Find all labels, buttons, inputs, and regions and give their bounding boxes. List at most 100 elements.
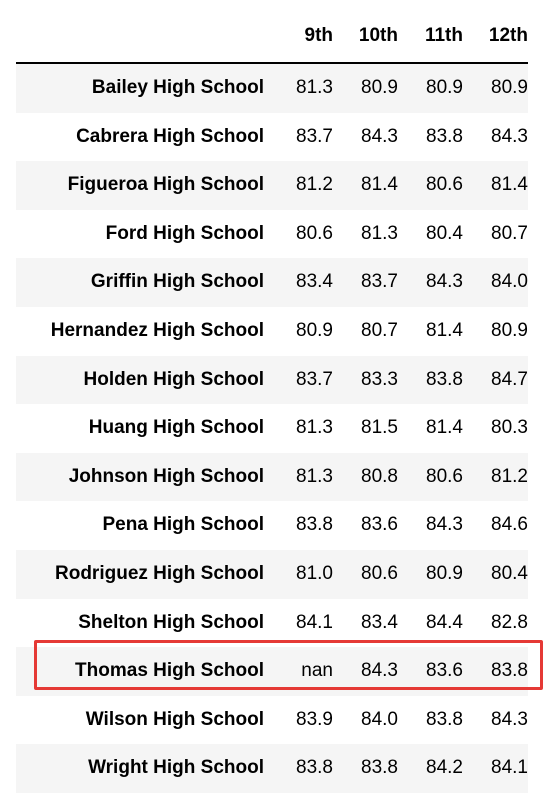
score-cell: 81.0 <box>296 562 333 584</box>
table-row: Wright High School 83.8 83.8 84.2 84.1 <box>16 744 528 793</box>
school-name: Holden High School <box>83 368 265 390</box>
score-cell: 81.4 <box>361 174 398 196</box>
score-cell: 80.9 <box>491 319 528 341</box>
table-row: Wilson High School 83.9 84.0 83.8 84.3 <box>16 695 528 745</box>
school-name: Cabrera High School <box>76 125 264 147</box>
table-header: 9th 10th 11th 12th <box>16 10 528 64</box>
score-cell: 80.6 <box>426 174 463 196</box>
scores-table: 9th 10th 11th 12th Bailey High School 81.… <box>16 10 528 793</box>
score-cell: 80.4 <box>491 562 528 584</box>
score-cell: 83.4 <box>296 271 333 293</box>
score-cell: 80.9 <box>491 77 528 98</box>
score-cell: 84.0 <box>491 271 528 293</box>
score-cell: 83.3 <box>361 368 398 390</box>
table-row: Bailey High School 81.3 80.9 80.9 80.9 <box>16 63 528 113</box>
score-cell: 83.6 <box>361 514 398 536</box>
score-cell: 84.3 <box>361 125 398 147</box>
table-row: Holden High School 83.7 83.3 83.8 84.7 <box>16 355 528 405</box>
table-body: Bailey High School 81.3 80.9 80.9 80.9 Cabrer… <box>16 63 528 793</box>
column-header-11th: 11th <box>398 10 463 64</box>
score-cell: 84.0 <box>361 708 398 730</box>
score-cell: 84.4 <box>426 611 463 633</box>
score-cell: 83.6 <box>426 660 463 682</box>
score-cell: 84.6 <box>491 514 528 536</box>
score-cell: 80.6 <box>361 562 398 584</box>
score-cell: 83.4 <box>361 611 398 633</box>
table-row: Cabrera High School 83.7 84.3 83.8 84.3 <box>16 112 528 162</box>
score-cell: 84.3 <box>426 271 463 293</box>
score-cell: 80.9 <box>361 77 398 98</box>
score-cell: 83.7 <box>296 125 333 147</box>
score-cell: 84.3 <box>361 660 398 682</box>
table-row: Shelton High School 84.1 83.4 84.4 82.8 <box>16 598 528 648</box>
table-row: Thomas High School nan 84.3 83.6 83.8 <box>16 647 528 696</box>
score-cell: 83.7 <box>361 271 398 293</box>
table-row: Ford High School 80.6 81.3 80.4 80.7 <box>16 209 528 259</box>
table-row: Huang High School 81.3 81.5 81.4 80.3 <box>16 404 528 453</box>
score-cell: 82.8 <box>491 611 528 633</box>
school-name: Johnson High School <box>68 465 264 487</box>
score-cell: 83.7 <box>296 368 333 390</box>
school-name: Figueroa High School <box>67 174 264 196</box>
score-cell: 81.3 <box>296 77 333 98</box>
score-cell: 83.8 <box>426 368 463 390</box>
school-name: Thomas High School <box>75 660 264 682</box>
school-name: Bailey High School <box>91 77 264 98</box>
score-cell: 80.8 <box>361 465 398 487</box>
index-header <box>16 10 270 64</box>
table-row: Hernandez High School 80.9 80.7 81.4 80.9 <box>16 306 528 356</box>
score-cell: 80.7 <box>491 222 528 244</box>
school-name: Shelton High School <box>78 611 264 633</box>
score-cell: 80.3 <box>491 417 528 439</box>
column-header-9th: 9th <box>270 10 333 64</box>
score-cell: 81.4 <box>491 174 528 196</box>
score-cell: 80.6 <box>296 222 333 244</box>
score-cell: 80.9 <box>296 319 333 341</box>
score-cell: 83.8 <box>426 125 463 147</box>
column-header-12th: 12th <box>463 10 528 64</box>
school-name: Ford High School <box>105 222 264 244</box>
school-name: Hernandez High School <box>50 319 264 341</box>
score-cell: 81.5 <box>361 417 398 439</box>
score-cell: 80.9 <box>426 562 463 584</box>
table-row: Pena High School 83.8 83.6 84.3 84.6 <box>16 501 528 550</box>
school-name: Wright High School <box>88 757 264 779</box>
score-cell: 83.8 <box>426 708 463 730</box>
header-row: 9th 10th 11th 12th <box>16 10 528 64</box>
school-name: Rodriguez High School <box>55 562 264 584</box>
score-cell: 84.2 <box>426 757 463 779</box>
score-cell: 81.2 <box>491 465 528 487</box>
score-cell: 80.9 <box>426 77 463 98</box>
column-header-10th: 10th <box>333 10 398 64</box>
score-cell: 80.6 <box>426 465 463 487</box>
score-cell: 83.8 <box>296 757 333 779</box>
score-cell: 81.3 <box>361 222 398 244</box>
score-cell: 84.3 <box>491 708 528 730</box>
score-cell: 83.9 <box>296 708 333 730</box>
table-row: Griffin High School 83.4 83.7 84.3 84.0 <box>16 258 528 307</box>
score-cell: 83.8 <box>296 514 333 536</box>
score-cell: nan <box>301 660 333 682</box>
table-row: Figueroa High School 81.2 81.4 80.6 81.4 <box>16 161 528 210</box>
score-cell: 80.7 <box>361 319 398 341</box>
score-cell: 81.2 <box>296 174 333 196</box>
score-cell: 83.8 <box>361 757 398 779</box>
school-name: Griffin High School <box>90 271 264 293</box>
score-cell: 83.8 <box>491 660 528 682</box>
score-cell: 84.1 <box>491 757 528 779</box>
table-row: Rodriguez High School 81.0 80.6 80.9 80.4 <box>16 549 528 599</box>
score-cell: 84.7 <box>491 368 528 390</box>
table-row: Johnson High School 81.3 80.8 80.6 81.2 <box>16 452 528 502</box>
score-cell: 80.4 <box>426 222 463 244</box>
score-cell: 81.4 <box>426 417 463 439</box>
school-name: Pena High School <box>102 514 264 536</box>
score-cell: 81.4 <box>426 319 463 341</box>
score-cell: 81.3 <box>296 465 333 487</box>
school-name: Huang High School <box>88 417 264 439</box>
score-cell: 84.3 <box>426 514 463 536</box>
score-cell: 84.3 <box>491 125 528 147</box>
score-cell: 81.3 <box>296 417 333 439</box>
score-cell: 84.1 <box>296 611 333 633</box>
school-name: Wilson High School <box>85 708 264 730</box>
